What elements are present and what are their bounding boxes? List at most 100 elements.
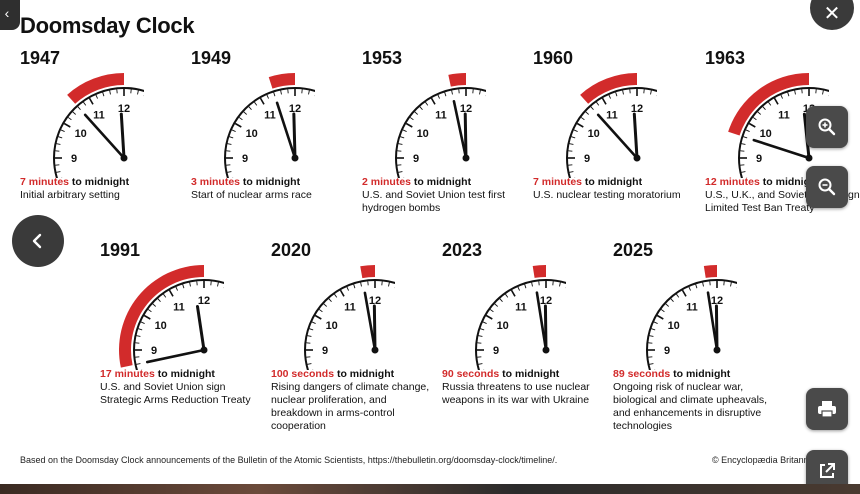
clock-hub [462, 154, 470, 162]
dial-tick [323, 303, 327, 307]
dial-tick [596, 101, 600, 106]
dial-tick [311, 321, 316, 324]
event-description: Ongoing risk of nuclear war, biological … [613, 381, 768, 432]
clock-card-2023: 2023 9 10 11 12 90 seconds to midnight Russia … [442, 240, 612, 430]
clock-caption: 17 minutes to midnight U.S. and Soviet Un… [100, 368, 268, 407]
dial-tick [334, 293, 338, 298]
clock-face: 9 10 11 12 [224, 73, 315, 178]
dial-tick [656, 94, 657, 97]
dial-tick [328, 298, 332, 302]
dial-tick [72, 111, 76, 115]
dial-tick [189, 282, 191, 287]
dial-tick [143, 94, 144, 97]
dial-tick [147, 309, 152, 313]
print-button[interactable] [806, 388, 848, 430]
time-value: 3 minutes [191, 176, 241, 188]
dial-tick [394, 286, 395, 289]
time-value: 90 seconds [442, 368, 500, 380]
dial-tick [414, 111, 418, 115]
dial-number: 9 [493, 345, 499, 357]
dial-tick [773, 97, 779, 105]
dial-number: 12 [118, 103, 130, 115]
time-value: 2 minutes [362, 176, 412, 188]
dial-tick [88, 97, 94, 105]
zoom-in-icon [818, 118, 836, 136]
dial-circle [646, 279, 737, 370]
dial-number: 10 [326, 320, 338, 332]
dial-tick [402, 129, 407, 132]
dial-tick [136, 335, 141, 337]
dial-tick [307, 363, 312, 365]
time-to-midnight: 7 minutes to midnight [20, 176, 188, 189]
clock-face: 9 10 11 12 [646, 265, 737, 370]
dial-tick [482, 321, 487, 324]
to-midnight-label: to midnight [334, 368, 395, 380]
dial-tick [77, 106, 81, 110]
time-to-midnight: 89 seconds to midnight [613, 368, 781, 381]
dial-tick [229, 136, 234, 139]
dial-tick [360, 282, 362, 287]
clock-face: 9 10 11 12 [304, 265, 395, 370]
dial-tick [168, 289, 174, 297]
dial-tick [580, 117, 585, 121]
source-note: Based on the Doomsday Clock announcement… [20, 455, 558, 465]
dial-tick [757, 111, 761, 115]
dial-number: 10 [246, 128, 258, 140]
time-value: 7 minutes [20, 176, 70, 188]
clock-hub [120, 154, 128, 162]
minute-hand [752, 138, 811, 160]
dial-number: 12 [711, 295, 723, 307]
clock-face: 9 10 11 12 [53, 73, 144, 178]
clock-card-2020: 2020 9 10 11 12 100 seconds to midnight Rising… [271, 240, 441, 433]
clock-caption: 7 minutes to midnight Initial arbitrary s… [20, 176, 188, 202]
dial-tick [266, 94, 269, 99]
dial-circle [304, 279, 395, 370]
previous-image-button[interactable] [12, 215, 64, 267]
danger-arc [728, 72, 809, 136]
clock-hub [805, 154, 813, 162]
clock-hub [713, 346, 721, 354]
dial-tick [137, 90, 139, 95]
to-midnight-label: to midnight [240, 176, 301, 188]
dial-tick [478, 363, 483, 365]
dial-tick [665, 303, 669, 307]
print-icon [818, 401, 836, 418]
dial-tick [231, 129, 236, 132]
event-description: U.S. nuclear testing moratorium [533, 189, 681, 201]
dial-number: 12 [198, 295, 210, 307]
dial-number: 11 [606, 110, 618, 122]
minute-hand [83, 113, 126, 160]
dial-tick [67, 117, 72, 121]
clock-year: 2020 [271, 240, 312, 260]
dial-tick [388, 282, 390, 287]
clock-caption: 100 seconds to midnight Rising dangers of… [271, 368, 439, 433]
minute-hand [706, 291, 719, 352]
time-to-midnight: 90 seconds to midnight [442, 368, 610, 381]
dial-tick [569, 143, 574, 145]
dial-tick [405, 122, 413, 128]
zoom-in-button[interactable] [806, 106, 848, 148]
dial-tick [478, 335, 483, 337]
dial-tick [489, 309, 494, 313]
dial-number: 10 [155, 320, 167, 332]
clock-year: 1949 [191, 48, 232, 68]
dial-number: 9 [71, 153, 77, 165]
top-left-back-button[interactable]: ‹ [0, 0, 20, 30]
dial-circle [395, 87, 486, 178]
dial-tick [223, 286, 224, 289]
hour-hand [632, 112, 639, 160]
dial-tick [622, 90, 624, 95]
clock-face: 9 10 11 12 [475, 265, 566, 370]
dial-tick [608, 94, 611, 99]
event-description: Initial arbitrary setting [20, 189, 120, 201]
dial-tick [175, 286, 178, 291]
dial-tick [676, 293, 680, 298]
dial-tick [743, 136, 748, 139]
event-description: Russia threatens to use nuclear weapons … [442, 381, 590, 406]
dial-number: 9 [756, 153, 762, 165]
zoom-out-button[interactable] [806, 166, 848, 208]
hour-hand [463, 112, 468, 160]
dial-tick [695, 284, 698, 289]
to-midnight-label: to midnight [582, 176, 643, 188]
dial-tick [615, 92, 618, 97]
